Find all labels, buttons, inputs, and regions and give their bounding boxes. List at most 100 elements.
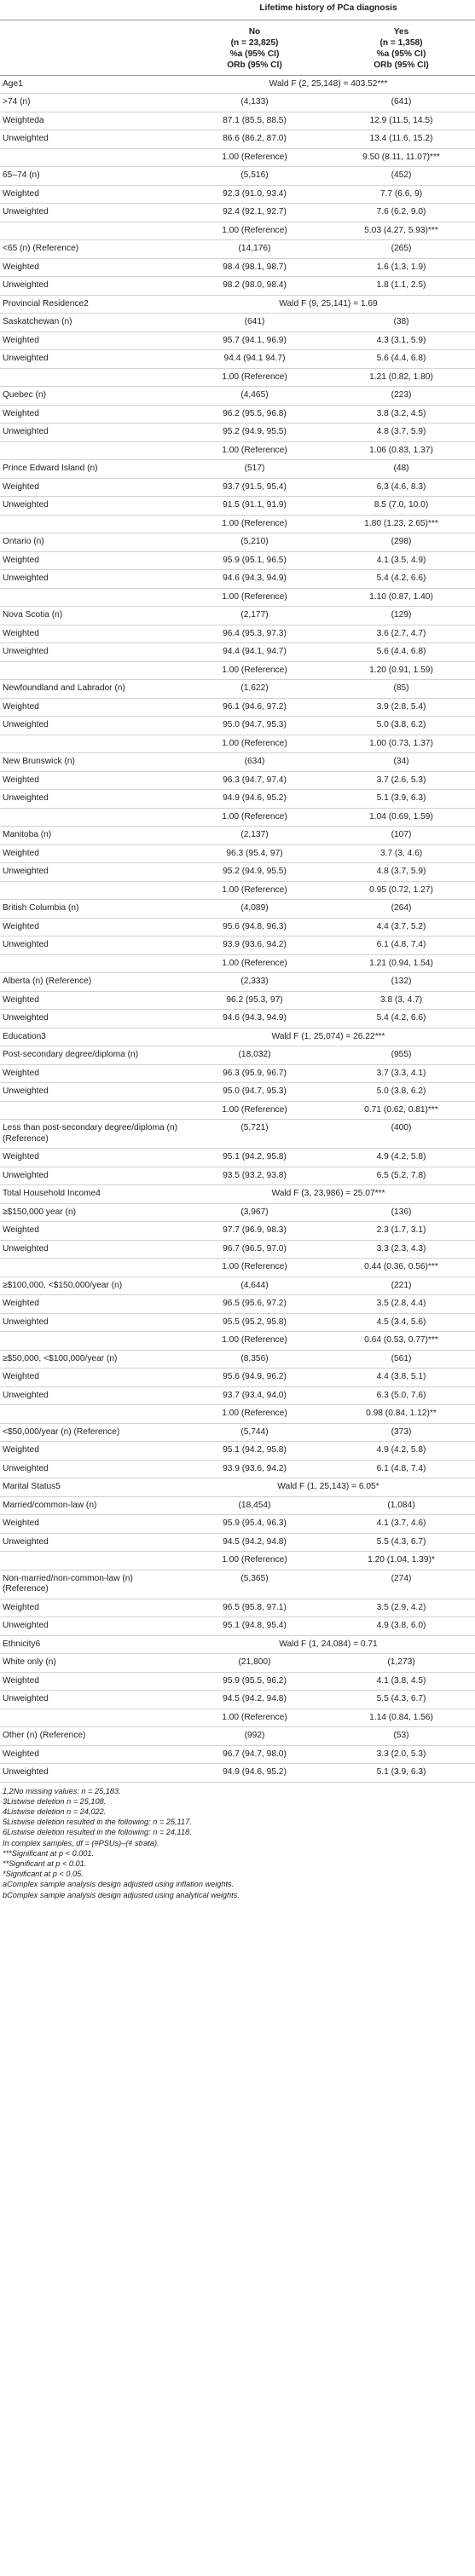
- footnote: 1,2No missing values: n = 25,183.: [3, 1786, 121, 1795]
- row-label: Education3: [3, 1031, 46, 1041]
- cell-no: 96.1 (94.6, 97.2): [223, 701, 287, 712]
- cell-yes: 6.3 (4.6, 8.3): [376, 481, 426, 492]
- row-label: Weighted: [3, 481, 39, 492]
- table-row: ≥$100,000, <$150,000/year (n) (4,644) (221…: [0, 1276, 475, 1295]
- wald-statistic: Wald F (1, 25,143) = 6.05*: [277, 1482, 379, 1491]
- cell-no: 96.3 (95.9, 96.7): [223, 1068, 287, 1078]
- cell-no: 95.9 (95.1, 96.5): [223, 555, 287, 565]
- cell-yes: 1.00 (0.73, 1.37): [369, 738, 433, 748]
- cell-yes: (136): [391, 1207, 412, 1217]
- row-label: Weighted: [3, 335, 39, 345]
- table-row: Unweighted 94.5 (94.2, 94.8) 5.5 (4.3, 6.7…: [0, 1533, 475, 1552]
- table-row: Weighted 95.9 (95.5, 96.2) 4.1 (3.8, 4.5): [0, 1672, 475, 1691]
- table-row: 1.00 (Reference) 1.06 (0.83, 1.37): [0, 441, 475, 460]
- table-row: 1.00 (Reference) 1.80 (1.23, 2.65)***: [0, 515, 475, 533]
- cell-no: 1.00 (Reference): [222, 225, 287, 235]
- row-label: Weighted: [3, 628, 39, 638]
- row-label: British Columbia (n): [3, 903, 79, 913]
- cell-yes: (221): [391, 1280, 412, 1290]
- row-label: Non-married/non-common-law (n) (Referenc…: [3, 1573, 133, 1594]
- cell-no: 1.00 (Reference): [222, 372, 287, 382]
- cell-no: 1.00 (Reference): [222, 1104, 287, 1115]
- cell-no: (21,800): [238, 1657, 271, 1667]
- cell-no: (2,137): [240, 830, 269, 839]
- row-label: [0, 1259, 182, 1277]
- cell-yes: 0.44 (0.36, 0.56)***: [364, 1262, 438, 1271]
- row-label: Provincial Residence2: [3, 298, 89, 308]
- cell-yes: 0.95 (0.72, 1.27): [369, 885, 433, 895]
- cell-yes: 5.0 (3.8, 6.2): [376, 720, 426, 729]
- cell-no: (18,454): [238, 1500, 271, 1510]
- section-header-row: Age1 Wald F (2, 25,148) = 403.52***: [0, 75, 475, 94]
- cell-no: 98.4 (98.1, 98.7): [223, 262, 287, 272]
- row-label: Age1: [3, 78, 23, 89]
- header-yes: Yes (n = 1,358) %a (95% CI) ORb (95% CI): [327, 20, 475, 76]
- table-row: ≥$150,000 year (n) (3,967) (136): [0, 1203, 475, 1222]
- cell-no: 94.4 (94.1, 94.7): [223, 647, 287, 656]
- cell-yes: (400): [391, 1123, 412, 1132]
- row-label: Unweighted: [3, 207, 49, 216]
- cell-no: (634): [244, 757, 265, 766]
- row-label: Unweighted: [3, 280, 49, 290]
- cell-yes: 1.06 (0.83, 1.37): [369, 445, 433, 455]
- footnote: In complex samples, df = (#PSUs)–(# stra…: [3, 1838, 159, 1847]
- row-label: [0, 1101, 182, 1120]
- header-no-line: (n = 23,825): [230, 37, 279, 48]
- row-label: [0, 881, 182, 900]
- header-no-line: ORb (95% CI): [227, 60, 282, 70]
- cell-no: (4,133): [240, 97, 269, 107]
- table-row: Ontario (n) (5,210) (298): [0, 533, 475, 551]
- table-row: Weighted 95.7 (94.1, 96.9) 4.3 (3.1, 5.9): [0, 331, 475, 350]
- row-label: [0, 148, 182, 167]
- row-label: Weighted: [3, 1749, 39, 1759]
- table-row: Weighted 92.3 (91.0, 93.4) 7.7 (6.6, 9): [0, 185, 475, 204]
- cell-yes: 3.9 (2.8, 5.4): [376, 701, 426, 712]
- cell-yes: 3.3 (2.3, 4.3): [376, 1243, 426, 1253]
- cell-yes: 1.8 (1.1, 2.5): [376, 280, 426, 290]
- cell-no: (641): [244, 317, 265, 326]
- table-row: Weighted 96.3 (95.4, 97) 3.7 (3, 4.6): [0, 844, 475, 863]
- cell-yes: 0.64 (0.53, 0.77)***: [364, 1335, 438, 1345]
- cell-yes: 4.1 (3.8, 4.5): [376, 1675, 426, 1686]
- table-row: Unweighted 93.7 (93.4, 94.0) 6.3 (5.0, 7.6…: [0, 1386, 475, 1405]
- table-row: 1.00 (Reference) 0.71 (0.62, 0.81)***: [0, 1101, 475, 1120]
- cell-no: 95.9 (95.5, 96.2): [223, 1675, 287, 1686]
- footnotes: 1,2No missing values: n = 25,183. 3Listwi…: [0, 1783, 475, 1900]
- row-label: Weighted: [3, 848, 39, 858]
- cell-no: (1,622): [240, 683, 269, 693]
- table-row: Saskatchewan (n) (641) (38): [0, 314, 475, 331]
- row-label: ≥$50,000, <$100,000/year (n): [3, 1353, 118, 1363]
- cell-yes: (641): [391, 97, 412, 107]
- cell-no: 94.5 (94.2, 94.8): [223, 1536, 287, 1547]
- row-label: Unweighted: [3, 793, 49, 803]
- row-label: [0, 588, 182, 607]
- cell-yes: 4.8 (3.7, 5.9): [376, 427, 426, 436]
- cell-no: 93.7 (91.5, 95.4): [223, 481, 287, 492]
- table-row: Alberta (n) (Reference) (2,333) (132): [0, 973, 475, 991]
- table-row: Unweighted 95.2 (94.9, 95.5) 4.8 (3.7, 5.9…: [0, 863, 475, 881]
- table-row: Weighted 96.5 (95.8, 97.1) 3.5 (2.9, 4.2): [0, 1599, 475, 1617]
- cell-yes: 4.9 (4.2, 5.8): [376, 1152, 426, 1161]
- table-row: Weighteda 87.1 (85.5, 88.5) 12.9 (11.5, 14…: [0, 112, 475, 130]
- cell-yes: 1.21 (0.94, 1.54): [369, 958, 433, 968]
- table-row: Weighted 96.5 (95.6, 97.2) 3.5 (2.8, 4.4): [0, 1295, 475, 1313]
- cell-yes: 5.5 (4.3, 6.7): [376, 1536, 426, 1547]
- footnote: 3Listwise deletion n = 25,108.: [3, 1796, 107, 1806]
- table-container: Lifetime history of PCa diagnosis No (n …: [0, 0, 475, 1900]
- cell-yes: 3.7 (3.3, 4.1): [376, 1068, 426, 1078]
- cell-no: 93.5 (93.2, 93.8): [223, 1170, 287, 1180]
- table-row: Quebec (n) (4,465) (223): [0, 387, 475, 405]
- section-header-row: Provincial Residence2 Wald F (9, 25,141) …: [0, 295, 475, 314]
- footnote: *Significant at p < 0.05.: [3, 1870, 84, 1879]
- cell-yes: 4.4 (3.7, 5.2): [376, 921, 426, 931]
- table-row: 1.00 (Reference) 1.00 (0.73, 1.37): [0, 735, 475, 753]
- row-label: Weighted: [3, 1519, 39, 1528]
- cell-no: 1.00 (Reference): [222, 1555, 287, 1565]
- row-label: [0, 1709, 182, 1727]
- row-label: [0, 1552, 182, 1570]
- header-blank: [0, 0, 182, 20]
- cell-no: 95.7 (94.1, 96.9): [223, 335, 287, 345]
- row-label: New Brunswick (n): [3, 757, 75, 766]
- cell-no: 96.5 (95.8, 97.1): [223, 1602, 287, 1612]
- table-row: Weighted 96.4 (95.3, 97.3) 3.6 (2.7, 4.7): [0, 625, 475, 643]
